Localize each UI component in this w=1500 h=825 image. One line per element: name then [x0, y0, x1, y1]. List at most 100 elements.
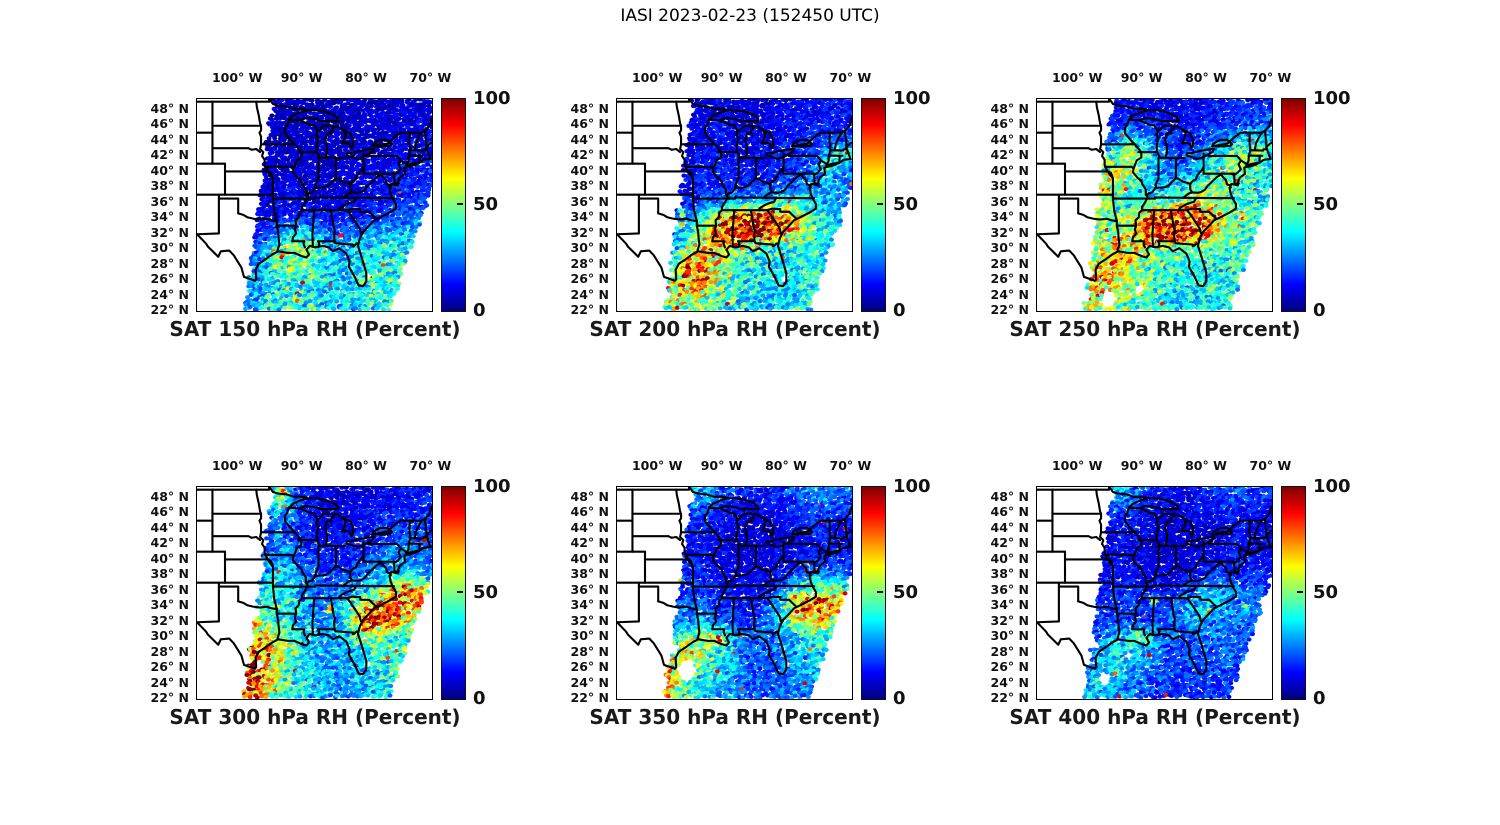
lat-tick-label: 24° N [570, 286, 609, 302]
colorbar-tick-label: 0 [893, 299, 906, 321]
lon-tick-label: 70° W [409, 70, 452, 85]
panel-300hpa: 100° W 90° W 80° W 70° W 48° N 46° N 44° N 42° … [151, 458, 536, 736]
colorbar-mid-tick [457, 203, 463, 205]
lat-tick-label: 28° N [990, 643, 1029, 659]
map-canvas-300 [196, 486, 433, 700]
colorbar-mid-tick [457, 591, 463, 593]
lat-tick-label: 38° N [150, 566, 189, 581]
lon-tick-label: 80° W [1185, 70, 1227, 85]
lat-tick-label: 26° N [990, 271, 1029, 286]
panel-title-400hpa: SAT 400 hPa RH (Percent) [1009, 705, 1301, 729]
lat-tick-label: 38° N [150, 178, 189, 193]
lat-tick-label: 24° N [990, 674, 1029, 690]
lat-tick-label: 38° N [990, 178, 1029, 193]
colorbar-tick-label: 100 [893, 87, 931, 109]
lat-tick-label: 40° N [990, 550, 1029, 566]
panel-title-250hpa: SAT 250 hPa RH (Percent) [1009, 317, 1301, 341]
lat-tick-label: 46° N [150, 116, 189, 131]
lon-tick-label: 90° W [1120, 70, 1163, 85]
lat-tick-label: 40° N [570, 162, 609, 178]
lat-tick-label: 22° N [990, 690, 1029, 705]
lat-tick-label: 46° N [150, 504, 189, 519]
colorbar-tick-label: 0 [893, 687, 906, 709]
lat-tick-label: 48° N [990, 488, 1029, 504]
lat-tick-label: 42° N [150, 535, 189, 550]
lon-tick-label: 90° W [280, 458, 323, 473]
panel-title-150hpa: SAT 150 hPa RH (Percent) [169, 317, 461, 341]
lat-tick-label: 26° N [570, 659, 609, 674]
lat-tick-label: 40° N [570, 550, 609, 566]
lon-tick-label: 70° W [1249, 70, 1292, 85]
panel-title-200hpa: SAT 200 hPa RH (Percent) [589, 317, 881, 341]
panel-200hpa: 100° W 90° W 80° W 70° W 48° N 46° N 44° N 42° … [571, 70, 956, 348]
colorbar-tick-label: 100 [473, 475, 511, 497]
lat-tick-label: 32° N [570, 612, 609, 628]
lat-tick-label: 34° N [990, 209, 1029, 224]
lat-tick-label: 24° N [990, 286, 1029, 302]
colorbar-mid-tick [877, 591, 883, 593]
lat-tick-label: 42° N [990, 147, 1029, 162]
panel-title-300hpa: SAT 300 hPa RH (Percent) [169, 705, 461, 729]
lon-tick-label: 100° W [631, 70, 683, 85]
lat-tick-label: 48° N [570, 100, 609, 116]
lat-tick-label: 22° N [150, 690, 189, 705]
lat-tick-label: 44° N [990, 519, 1029, 535]
lat-tick-label: 44° N [990, 131, 1029, 147]
lat-tick-label: 34° N [150, 209, 189, 224]
colorbar [1281, 98, 1306, 312]
lat-tick-label: 34° N [990, 597, 1029, 612]
lat-tick-label: 32° N [150, 224, 189, 240]
lat-tick-label: 26° N [570, 271, 609, 286]
colorbar [441, 486, 466, 700]
lon-tick-label: 70° W [829, 70, 872, 85]
map-canvas-350 [616, 486, 853, 700]
colorbar-tick-label: 50 [893, 193, 919, 215]
lon-tick-label: 100° W [1051, 70, 1103, 85]
lat-tick-label: 36° N [150, 581, 189, 597]
colorbar-tick-label: 100 [1313, 87, 1351, 109]
lat-tick-label: 28° N [570, 255, 609, 271]
lat-tick-label: 48° N [990, 100, 1029, 116]
lat-tick-label: 40° N [150, 162, 189, 178]
lat-tick-label: 26° N [150, 659, 189, 674]
lon-tick-label: 90° W [700, 458, 743, 473]
colorbar-tick-label: 50 [473, 581, 499, 603]
lat-tick-label: 38° N [570, 178, 609, 193]
lon-tick-label: 100° W [211, 70, 263, 85]
lat-tick-label: 38° N [570, 566, 609, 581]
lat-tick-label: 26° N [150, 271, 189, 286]
map-canvas-250 [1036, 98, 1273, 312]
lon-tick-label: 90° W [280, 70, 323, 85]
lat-tick-label: 42° N [990, 535, 1029, 550]
colorbar-tick-label: 50 [1313, 193, 1339, 215]
lon-tick-label: 100° W [631, 458, 683, 473]
lat-tick-label: 24° N [150, 286, 189, 302]
lon-tick-label: 70° W [409, 458, 452, 473]
lat-tick-label: 38° N [990, 566, 1029, 581]
colorbar-tick-label: 0 [473, 687, 486, 709]
panel-150hpa: 100° W 90° W 80° W 70° W 48° N 46° N 44° N 42° … [151, 70, 536, 348]
lat-tick-label: 44° N [570, 519, 609, 535]
lat-tick-label: 48° N [150, 100, 189, 116]
lat-tick-label: 46° N [990, 504, 1029, 519]
lon-tick-label: 70° W [829, 458, 872, 473]
map-canvas-150 [196, 98, 433, 312]
lon-tick-label: 90° W [700, 70, 743, 85]
lat-tick-label: 30° N [570, 240, 609, 255]
colorbar-mid-tick [1297, 203, 1303, 205]
lat-tick-label: 22° N [570, 690, 609, 705]
panel-350hpa: 100° W 90° W 80° W 70° W 48° N 46° N 44° N 42° … [571, 458, 956, 736]
lat-tick-label: 48° N [150, 488, 189, 504]
colorbar [441, 98, 466, 312]
lon-tick-label: 80° W [1185, 458, 1227, 473]
lat-tick-label: 30° N [150, 240, 189, 255]
lat-tick-label: 44° N [570, 131, 609, 147]
lat-tick-label: 44° N [150, 519, 189, 535]
colorbar-tick-label: 100 [1313, 475, 1351, 497]
lat-tick-label: 32° N [150, 612, 189, 628]
lon-tick-label: 80° W [765, 458, 807, 473]
lat-tick-label: 40° N [990, 162, 1029, 178]
lat-tick-label: 32° N [990, 612, 1029, 628]
colorbar-tick-label: 0 [1313, 299, 1326, 321]
lat-tick-label: 46° N [570, 504, 609, 519]
